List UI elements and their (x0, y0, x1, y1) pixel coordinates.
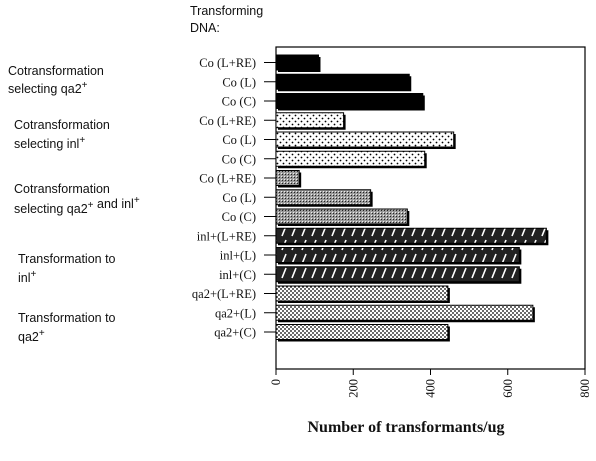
x-tick-label-800: 800 (578, 379, 592, 398)
group-label-4-line-2: inl+ (18, 269, 37, 285)
group-label-3-line-1: Cotransformation (14, 182, 110, 196)
bar-g5-b2 (275, 304, 534, 321)
category-label-g4-b3: inl+(C) (219, 268, 256, 282)
category-label-g3-b2: Co (L) (222, 191, 256, 205)
bar-g2-b3 (275, 150, 426, 167)
x-tick-label-600: 600 (501, 379, 515, 398)
category-label-g1-b3: Co (C) (222, 95, 256, 109)
bar-g3-b2 (275, 189, 372, 206)
bar-g1-b1 (275, 54, 319, 71)
category-label-g5-b1: qa2+(L+RE) (192, 287, 256, 301)
group-label-2-line-1: Cotransformation (14, 118, 110, 132)
bar-g3-b1 (275, 170, 300, 186)
x-tick-label-400: 400 (424, 379, 438, 398)
category-label-g1-b2: Co (L) (222, 75, 256, 89)
group-label-1-line-1: Cotransformation (8, 64, 104, 78)
group-label-4-line-1: Transformation to (18, 252, 116, 266)
group-label-2-line-2: selecting inl+ (14, 135, 85, 151)
x-tick-label-200: 200 (346, 379, 360, 398)
bar-g1-b3 (275, 93, 424, 109)
bar-g5-b1 (275, 285, 449, 302)
group-label-5-line-1: Transformation to (18, 311, 116, 325)
bar-g3-b3 (275, 208, 408, 225)
category-label-g2-b3: Co (C) (222, 152, 256, 166)
header-line-2: DNA: (190, 21, 220, 35)
bar-g1-b2 (275, 73, 410, 90)
header-line-1: Transforming (190, 4, 263, 18)
category-label-g5-b2: qa2+(L) (215, 306, 256, 320)
category-label-g2-b1: Co (L+RE) (199, 114, 256, 128)
group-label-3-line-2: selecting qa2+ and inl+ (14, 195, 140, 216)
bar-g5-b3 (275, 324, 449, 340)
bar-g2-b1 (275, 112, 345, 129)
category-label-g4-b1: inl+(L+RE) (197, 229, 256, 243)
bar-g2-b2 (275, 131, 455, 148)
category-label-g4-b2: inl+(L) (220, 249, 256, 263)
group-label-5-line-2: qa2+ (18, 328, 45, 344)
category-label-g3-b3: Co (C) (222, 210, 256, 224)
category-label-g3-b1: Co (L+RE) (199, 172, 256, 186)
x-axis-label: Number of transformants/ug (307, 419, 504, 436)
bar-g4-b2 (275, 247, 520, 263)
x-tick-label-0: 0 (269, 379, 283, 385)
category-label-g2-b2: Co (L) (222, 133, 256, 147)
category-label-g5-b3: qa2+(C) (214, 326, 256, 340)
bar-g4-b1 (275, 227, 547, 244)
group-label-1-line-2: selecting qa2+ (8, 80, 88, 96)
bar-g4-b3 (275, 266, 520, 283)
category-label-g1-b1: Co (L+RE) (199, 56, 256, 70)
